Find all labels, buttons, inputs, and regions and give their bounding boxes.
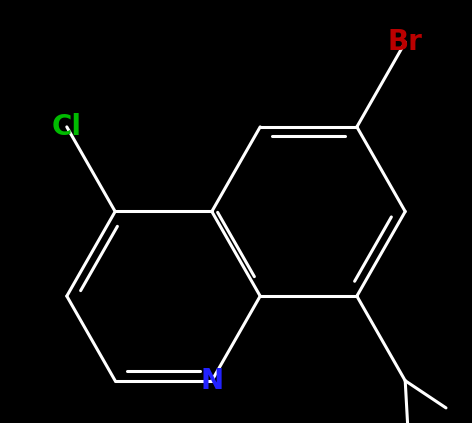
Text: Cl: Cl bbox=[52, 113, 82, 141]
Text: N: N bbox=[200, 367, 223, 395]
Text: Br: Br bbox=[388, 28, 422, 56]
